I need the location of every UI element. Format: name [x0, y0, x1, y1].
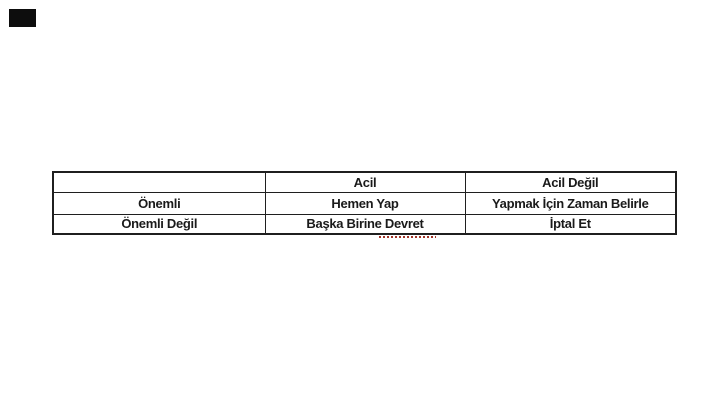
spellcheck-underline	[379, 236, 436, 238]
cancel-cell: İptal Et	[464, 213, 677, 235]
schedule-cell: Yapmak İçin Zaman Belirle	[464, 191, 677, 215]
header-row: Acil Acil Değil	[52, 171, 677, 193]
not-important-row: Önemli Değil Başka Birine Devret İptal E…	[52, 213, 677, 235]
delegate-cell: Başka Birine Devret	[264, 213, 466, 235]
important-label-cell: Önemli	[52, 191, 266, 215]
corner-dark-artifact	[9, 9, 36, 27]
important-row: Önemli Hemen Yap Yapmak İçin Zaman Belir…	[52, 191, 677, 215]
do-now-cell: Hemen Yap	[264, 191, 466, 215]
eisenhower-matrix: Acil Acil Değil Önemli Hemen Yap Yapmak …	[52, 171, 677, 235]
matrix-table: Acil Acil Değil Önemli Hemen Yap Yapmak …	[52, 171, 677, 235]
not-important-label-cell: Önemli Değil	[52, 213, 266, 235]
header-urgent-cell: Acil	[264, 171, 466, 193]
header-empty-cell	[52, 171, 266, 193]
header-not-urgent-cell: Acil Değil	[464, 171, 677, 193]
